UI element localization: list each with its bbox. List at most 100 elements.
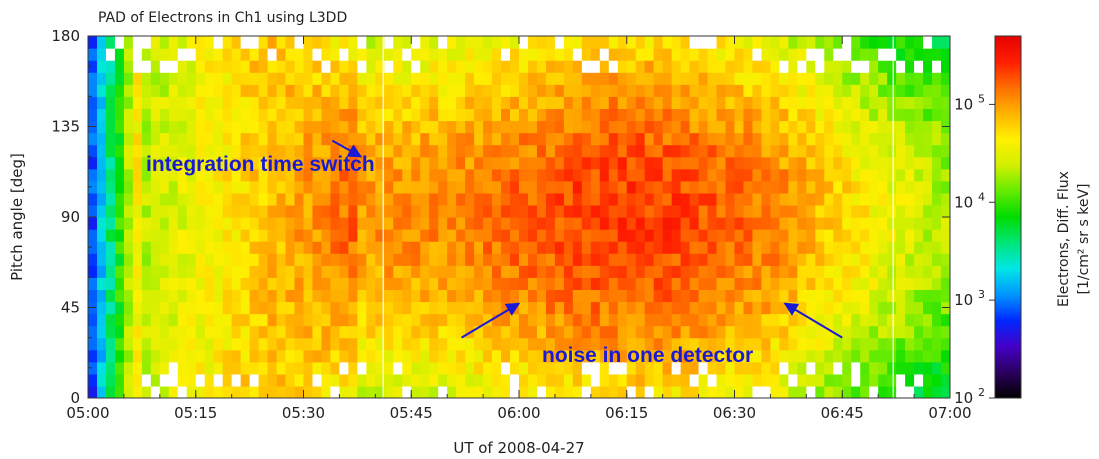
heatmap-cell (752, 337, 763, 351)
chart-title: PAD of Electrons in Ch1 using L3DD (98, 10, 347, 26)
heatmap-cell (752, 48, 763, 61)
heatmap-cell (626, 96, 637, 109)
heatmap-cell (725, 301, 736, 315)
heatmap-cell (177, 217, 188, 230)
heatmap-cell (150, 265, 161, 278)
heatmap-cell (123, 265, 134, 278)
heatmap-cell (483, 204, 493, 218)
heatmap-cell (527, 385, 538, 398)
heatmap-cell (842, 96, 852, 109)
heatmap-cell (608, 385, 619, 398)
heatmap-cell (842, 253, 852, 266)
heatmap-cell (599, 120, 610, 134)
heatmap-cell (411, 241, 421, 254)
heatmap-cell (608, 72, 619, 85)
heatmap-cell (375, 72, 385, 85)
heatmap-cell (788, 373, 798, 387)
heatmap-cell (159, 48, 170, 61)
heatmap-cell (411, 349, 421, 363)
heatmap-cell (213, 385, 224, 398)
heatmap-cell (923, 241, 933, 254)
heatmap-cell (249, 144, 260, 158)
heatmap-cell (195, 96, 206, 109)
heatmap-cell (447, 325, 457, 339)
heatmap-cell (330, 217, 341, 230)
heatmap-cell (779, 72, 789, 85)
heatmap-cell (285, 361, 296, 375)
heatmap-cell (914, 60, 924, 73)
heatmap-cell (860, 265, 870, 278)
heatmap-cell (761, 289, 772, 303)
heatmap-cell (159, 156, 170, 170)
heatmap-cell (788, 132, 798, 146)
heatmap-cell (420, 168, 430, 182)
heatmap-cell (635, 241, 646, 254)
heatmap-cell (824, 337, 834, 351)
heatmap-cell (824, 84, 834, 97)
heatmap-cell (285, 72, 296, 85)
heatmap-cell (941, 289, 950, 303)
heatmap-cell (312, 132, 323, 146)
heatmap-cell (330, 108, 341, 122)
heatmap-cell (617, 60, 628, 73)
heatmap-cell (267, 301, 278, 315)
heatmap-cell (510, 325, 520, 339)
heatmap-cell (878, 361, 888, 375)
heatmap-cell (483, 96, 493, 109)
heatmap-cell (788, 156, 798, 170)
heatmap-cell (321, 156, 332, 170)
x-tick-label: 05:45 (390, 404, 433, 422)
heatmap-cell (707, 229, 718, 242)
heatmap-cell (941, 180, 950, 194)
heatmap-cell (752, 277, 763, 290)
heatmap-cell (599, 48, 610, 61)
heatmap-cell (689, 192, 700, 206)
heatmap-cell (456, 313, 466, 327)
heatmap-cell (590, 192, 601, 206)
heatmap-cell (743, 60, 754, 73)
heatmap-cell (123, 301, 134, 315)
heatmap-cell (815, 313, 825, 327)
heatmap-cell (447, 385, 457, 398)
heatmap-cell (465, 72, 475, 85)
heatmap-cell (590, 84, 601, 97)
heatmap-cell (527, 373, 538, 387)
heatmap-cell (527, 229, 538, 242)
heatmap-cell (303, 60, 314, 73)
heatmap-cell (581, 361, 592, 375)
heatmap-cell (420, 289, 430, 303)
heatmap-cell (150, 60, 161, 73)
heatmap-cell (123, 289, 134, 303)
heatmap-cell (438, 48, 448, 61)
heatmap-cell (474, 180, 484, 194)
heatmap-cell (824, 325, 834, 339)
heatmap-cell (321, 204, 332, 218)
heatmap-cell (572, 96, 583, 109)
heatmap-cell (384, 156, 394, 170)
heatmap-cell (105, 120, 116, 134)
heatmap-cell (258, 241, 269, 254)
heatmap-cell (150, 96, 161, 109)
heatmap-cell (527, 241, 538, 254)
heatmap-cell (312, 277, 323, 290)
heatmap-cell (150, 301, 161, 315)
heatmap-cell (878, 204, 888, 218)
heatmap-cell (626, 156, 637, 170)
heatmap-cell (563, 84, 574, 97)
heatmap-cell (456, 204, 466, 218)
heatmap-cell (734, 60, 745, 73)
heatmap-cell (249, 36, 260, 49)
heatmap-cell (285, 156, 296, 170)
heatmap-cell (716, 192, 727, 206)
heatmap-cell (554, 277, 565, 290)
heatmap-cell (770, 265, 780, 278)
heatmap-cell (96, 241, 107, 254)
heatmap-cell (797, 132, 807, 146)
heatmap-cell (447, 373, 457, 387)
heatmap-cell (590, 277, 601, 290)
heatmap-cell (788, 72, 798, 85)
heatmap-cell (519, 168, 529, 182)
heatmap-cell (420, 36, 430, 49)
heatmap-cell (608, 265, 619, 278)
heatmap-cell (662, 72, 673, 85)
